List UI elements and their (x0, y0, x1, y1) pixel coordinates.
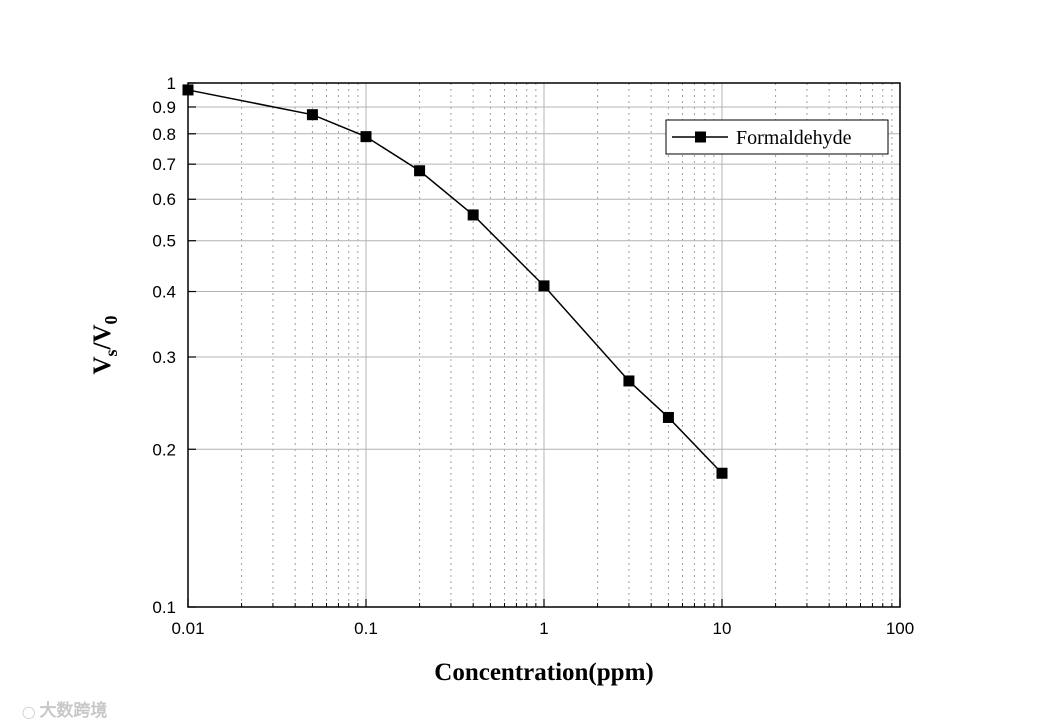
legend-marker (695, 131, 706, 143)
series-layer (182, 84, 728, 479)
y-axis-title-main: V (89, 356, 116, 374)
x-tick-label: 100 (886, 619, 914, 638)
y-tick-label: 0.5 (152, 232, 176, 251)
y-axis-title: Vs/V0 (89, 315, 121, 374)
grid (187, 82, 901, 608)
x-tick-label: 1 (539, 619, 548, 638)
y-axis-title-sub1: s (101, 349, 121, 356)
y-tick-label: 0.6 (152, 190, 176, 209)
y-axis-title-sep: /V (89, 324, 116, 350)
data-point (414, 165, 426, 177)
data-point (662, 411, 674, 423)
x-tick-label: 0.01 (171, 619, 204, 638)
x-tick-label: 10 (713, 619, 732, 638)
data-point (182, 84, 194, 96)
y-tick-label: 0.8 (152, 125, 176, 144)
legend-label: Formaldehyde (736, 127, 852, 149)
y-axis-title-sub2: 0 (101, 315, 121, 324)
watermark-text: 大数跨境 (39, 701, 108, 721)
y-tick-label: 0.4 (152, 283, 176, 302)
logo-icon: ◯ (22, 705, 36, 719)
series-line (187, 89, 723, 474)
watermark: ◯ 大数跨境 (22, 696, 107, 721)
data-point (538, 280, 550, 292)
data-point (623, 375, 635, 387)
data-point (360, 131, 372, 143)
legend: Formaldehyde (665, 119, 889, 155)
x-axis-title: Concentration(ppm) (434, 659, 653, 686)
y-tick-label: 0.7 (152, 155, 176, 174)
y-tick-label: 0.1 (152, 598, 176, 617)
y-tick-label: 0.9 (152, 98, 176, 117)
y-tick-label: 0.3 (152, 348, 176, 367)
x-tick-label: 0.1 (354, 619, 378, 638)
y-tick-label: 0.2 (152, 440, 176, 459)
data-point (306, 109, 318, 121)
y-tick-label: 1 (167, 74, 176, 93)
axes: 0.01 0.1 1 10 100 0.1 0.2 0.3 0.4 0.5 0.6 0.7 0.8 0.9… (152, 74, 914, 638)
data-point (467, 209, 479, 221)
data-point (716, 467, 728, 479)
